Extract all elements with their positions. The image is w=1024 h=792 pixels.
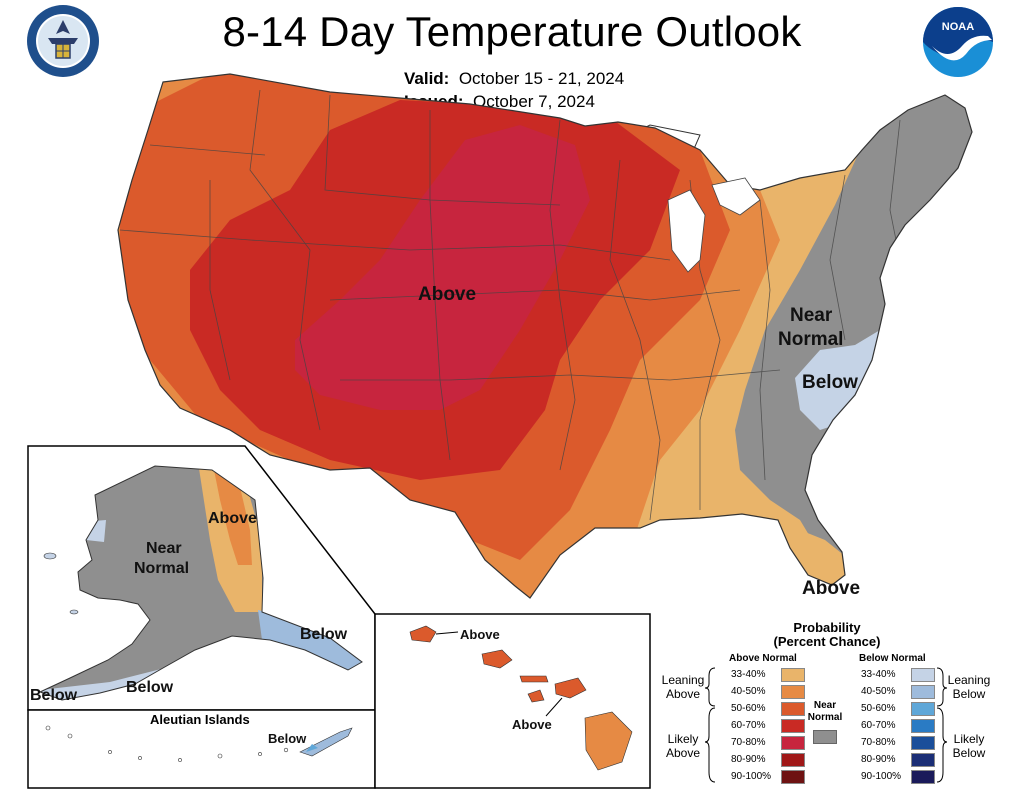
hawaii-above-label-2: Above — [512, 717, 552, 732]
above-swatch-label: 50-60% — [731, 703, 766, 714]
near-normal-label-1: Near — [813, 700, 837, 711]
above-swatch — [781, 718, 805, 733]
near-normal-label-2: Normal — [807, 712, 843, 723]
near-normal-swatch — [813, 730, 837, 744]
above-swatch — [781, 735, 805, 750]
below-swatch-label: 40-50% — [861, 686, 896, 697]
above-swatch-row: 70-80% — [731, 735, 805, 750]
conus-near-label-2: Normal — [778, 329, 844, 350]
above-swatch-row: 50-60% — [731, 701, 805, 716]
lake-huron — [711, 177, 761, 216]
below-swatch-row: 80-90% — [861, 752, 935, 767]
likely-below-1: Likely — [953, 732, 985, 746]
conus-above-label: Above — [418, 284, 477, 305]
valid-label: Valid: — [404, 69, 450, 88]
page-title: 8-14 Day Temperature Outlook — [222, 8, 802, 55]
likely-below-2: Below — [952, 746, 986, 760]
hawaii-inset — [374, 613, 651, 789]
legend-above-header: Above Normal — [729, 653, 797, 664]
conus-outline — [117, 73, 973, 599]
above-swatch-label: 33-40% — [731, 669, 766, 680]
florida-above-label: Above — [802, 578, 861, 599]
below-swatch — [911, 735, 935, 750]
valid-value: October 15 - 21, 2024 — [458, 69, 625, 88]
below-swatch — [911, 667, 935, 682]
below-swatch — [911, 684, 935, 699]
alaska-near-label-2: Normal — [134, 560, 190, 577]
leaning-below-2: Below — [952, 687, 986, 701]
alaska-above-label: Above — [208, 510, 257, 527]
hawaii-above-label-1: Above — [460, 627, 500, 642]
likely-above-1: Likely — [667, 732, 699, 746]
legend-title-1: Probability — [793, 620, 861, 635]
below-swatch — [911, 769, 935, 784]
leaning-above-1: Leaning — [661, 673, 705, 687]
above-swatch-row: 33-40% — [731, 667, 805, 682]
legend-title-2: (Percent Chance) — [773, 634, 881, 649]
alaska-below-west-label: Below — [30, 687, 78, 704]
conus-below-label: Below — [802, 372, 858, 393]
above-swatch-label: 80-90% — [731, 754, 766, 765]
below-swatch-label: 90-100% — [861, 771, 902, 782]
above-swatch-label: 40-50% — [731, 686, 766, 697]
below-swatch-row: 40-50% — [861, 684, 935, 699]
below-swatch-row: 50-60% — [861, 701, 935, 716]
svg-text:NOAA: NOAA — [942, 21, 974, 33]
alaska-inset — [27, 445, 376, 711]
below-swatch-label: 80-90% — [861, 754, 896, 765]
valid-dates: Valid: October 15 - 21, 2024 — [404, 69, 624, 89]
above-swatch — [781, 684, 805, 699]
legend-below-header: Below Normal — [859, 653, 926, 664]
above-swatch — [781, 701, 805, 716]
conus-near-label-1: Near — [790, 305, 833, 326]
noaa-logo-icon: NOAA — [923, 7, 993, 77]
leaning-below-1: Leaning — [947, 673, 991, 687]
below-swatch-row: 90-100% — [861, 769, 935, 784]
commerce-seal-icon — [27, 5, 99, 77]
aleutian-below-label: Below — [268, 731, 307, 746]
below-swatch — [911, 718, 935, 733]
below-swatch-label: 33-40% — [861, 669, 896, 680]
leaning-above-2: Above — [665, 687, 701, 701]
above-swatch-row: 60-70% — [731, 718, 805, 733]
below-swatch-label: 50-60% — [861, 703, 896, 714]
aleutian-title: Aleutian Islands — [150, 712, 250, 727]
above-swatch-row: 40-50% — [731, 684, 805, 699]
alaska-below-east-label: Below — [300, 626, 348, 643]
legend-braces — [704, 667, 948, 783]
above-swatch — [781, 752, 805, 767]
below-swatch-row: 60-70% — [861, 718, 935, 733]
alaska-below-south-label: Below — [126, 679, 174, 696]
probability-legend: Probability (Percent Chance) Above Norma… — [655, 612, 1015, 792]
below-swatch — [911, 701, 935, 716]
alaska-near-label-1: Near — [146, 540, 182, 557]
below-swatch — [911, 752, 935, 767]
aleutian-inset — [27, 709, 376, 789]
below-swatch-label: 70-80% — [861, 737, 896, 748]
above-swatch-label: 60-70% — [731, 720, 766, 731]
below-swatch-row: 33-40% — [861, 667, 935, 682]
above-swatch — [781, 769, 805, 784]
issued-value: October 7, 2024 — [472, 92, 595, 111]
above-swatch-row: 90-100% — [731, 769, 805, 784]
above-swatch-row: 80-90% — [731, 752, 805, 767]
likely-above-2: Above — [665, 746, 701, 760]
above-swatch — [781, 667, 805, 682]
below-swatch-label: 60-70% — [861, 720, 896, 731]
lake-michigan — [667, 189, 706, 273]
below-swatch-row: 70-80% — [861, 735, 935, 750]
above-swatch-label: 70-80% — [731, 737, 766, 748]
above-swatch-label: 90-100% — [731, 771, 772, 782]
